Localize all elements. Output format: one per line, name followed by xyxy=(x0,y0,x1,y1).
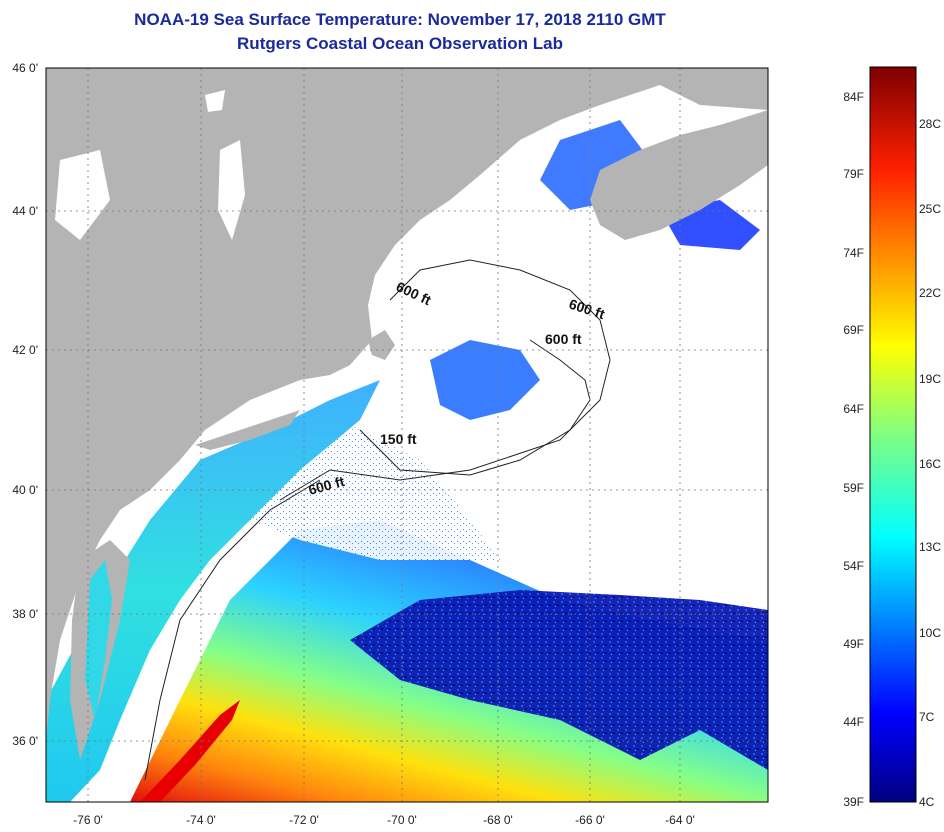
colorbar-c-label: 13C xyxy=(919,540,941,554)
chesapeake-bay xyxy=(85,560,112,720)
latitude-axis: 46 0' 44 0' 42 0' 40 0' 38 0' 36 0' xyxy=(12,61,38,748)
colorbar-f-label: 44F xyxy=(843,715,864,729)
lake-1 xyxy=(205,90,225,112)
land-cape-cod xyxy=(368,330,395,360)
lake-2 xyxy=(218,140,245,240)
colorbar-c-label: 7C xyxy=(919,710,935,724)
colorbar-f-label: 69F xyxy=(843,323,864,337)
colorbar-f-label: 74F xyxy=(843,246,864,260)
colorbar-f-label: 84F xyxy=(843,90,864,104)
lon-label: -76 0' xyxy=(73,813,103,827)
contour-shelf-edge xyxy=(144,479,321,781)
lon-label: -70 0' xyxy=(387,813,417,827)
lon-label: -72 0' xyxy=(289,813,319,827)
colorbar-f-label: 49F xyxy=(843,637,864,651)
colorbar-f-label: 39F xyxy=(843,795,864,809)
colorbar-f-label: 79F xyxy=(843,167,864,181)
colorbar-f-label: 64F xyxy=(843,402,864,416)
colorbar: 84F 79F 74F 69F 64F 59F 54F 49F 44F 39F … xyxy=(843,66,941,809)
lat-label: 40 0' xyxy=(12,483,38,497)
sst-cold-field xyxy=(350,590,768,770)
lon-label: -74 0' xyxy=(186,813,216,827)
colorbar-c-label: 25C xyxy=(919,202,941,216)
colorbar-c-label: 28C xyxy=(919,117,941,131)
land-nova-scotia xyxy=(590,110,768,240)
colorbar-c-label: 4C xyxy=(919,795,935,809)
sst-gulf-of-maine-patch xyxy=(430,340,540,420)
colorbar-f-label: 54F xyxy=(843,559,864,573)
lon-label: -66 0' xyxy=(575,813,605,827)
lat-label: 38 0' xyxy=(12,607,38,621)
map-frame xyxy=(45,67,769,803)
colorbar-c-label: 16C xyxy=(919,457,941,471)
sst-gulf-stream xyxy=(140,700,240,802)
contour-label-600ft-3: 600 ft xyxy=(545,331,582,347)
longitude-axis: -76 0' -74 0' -72 0' -70 0' -68 0' -66 0… xyxy=(73,813,695,827)
lat-label: 42 0' xyxy=(12,343,38,357)
sst-shelf-water xyxy=(46,380,380,802)
lat-label: 36 0' xyxy=(12,734,38,748)
lat-label: 44 0' xyxy=(12,204,38,218)
colorbar-c-label: 19C xyxy=(919,372,941,386)
map-title: NOAA-19 Sea Surface Temperature: Novembe… xyxy=(134,10,666,29)
colorbar-celsius-labels: 28C 25C 22C 19C 16C 13C 10C 7C 4C xyxy=(919,117,941,809)
contour-label-150ft: 150 ft xyxy=(380,431,417,447)
lake-3 xyxy=(55,150,110,240)
contour-600ft xyxy=(279,259,611,501)
land-long-island xyxy=(195,410,300,450)
colorbar-gradient xyxy=(869,66,917,803)
map-grid xyxy=(46,68,768,802)
colorbar-f-label: 59F xyxy=(843,481,864,495)
map-panel: 600 ft 600 ft 600 ft 150 ft 600 ft xyxy=(46,68,768,802)
map-subtitle: Rutgers Coastal Ocean Observation Lab xyxy=(237,34,563,53)
colorbar-fahrenheit-labels: 84F 79F 74F 69F 64F 59F 54F 49F 44F 39F xyxy=(843,90,864,809)
lat-label: 46 0' xyxy=(12,61,38,75)
lon-label: -64 0' xyxy=(665,813,695,827)
colorbar-c-label: 10C xyxy=(919,626,941,640)
colorbar-c-label: 22C xyxy=(919,286,941,300)
lon-label: -68 0' xyxy=(483,813,513,827)
land-mainland xyxy=(46,68,768,740)
